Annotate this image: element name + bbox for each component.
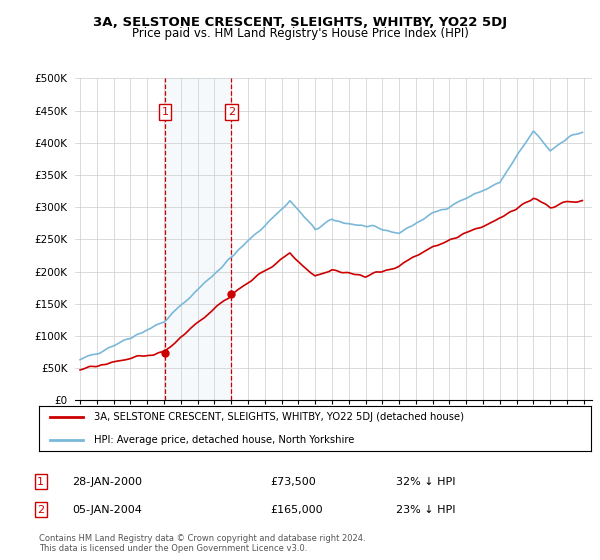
Text: 2: 2 [37,505,44,515]
Text: 3A, SELSTONE CRESCENT, SLEIGHTS, WHITBY, YO22 5DJ: 3A, SELSTONE CRESCENT, SLEIGHTS, WHITBY,… [93,16,507,29]
Text: £73,500: £73,500 [270,477,316,487]
Bar [165,78,232,400]
Text: 32% ↓ HPI: 32% ↓ HPI [396,477,455,487]
Text: 23% ↓ HPI: 23% ↓ HPI [396,505,455,515]
Text: 3A, SELSTONE CRESCENT, SLEIGHTS, WHITBY, YO22 5DJ (detached house): 3A, SELSTONE CRESCENT, SLEIGHTS, WHITBY,… [94,412,464,422]
Text: 05-JAN-2004: 05-JAN-2004 [72,505,142,515]
Text: Price paid vs. HM Land Registry's House Price Index (HPI): Price paid vs. HM Land Registry's House … [131,27,469,40]
Text: 1: 1 [37,477,44,487]
Text: £165,000: £165,000 [270,505,323,515]
Text: HPI: Average price, detached house, North Yorkshire: HPI: Average price, detached house, Nort… [94,435,355,445]
Text: 28-JAN-2000: 28-JAN-2000 [72,477,142,487]
Text: 1: 1 [161,107,169,117]
Text: Contains HM Land Registry data © Crown copyright and database right 2024.
This d: Contains HM Land Registry data © Crown c… [39,534,365,553]
Text: 2: 2 [228,107,235,117]
